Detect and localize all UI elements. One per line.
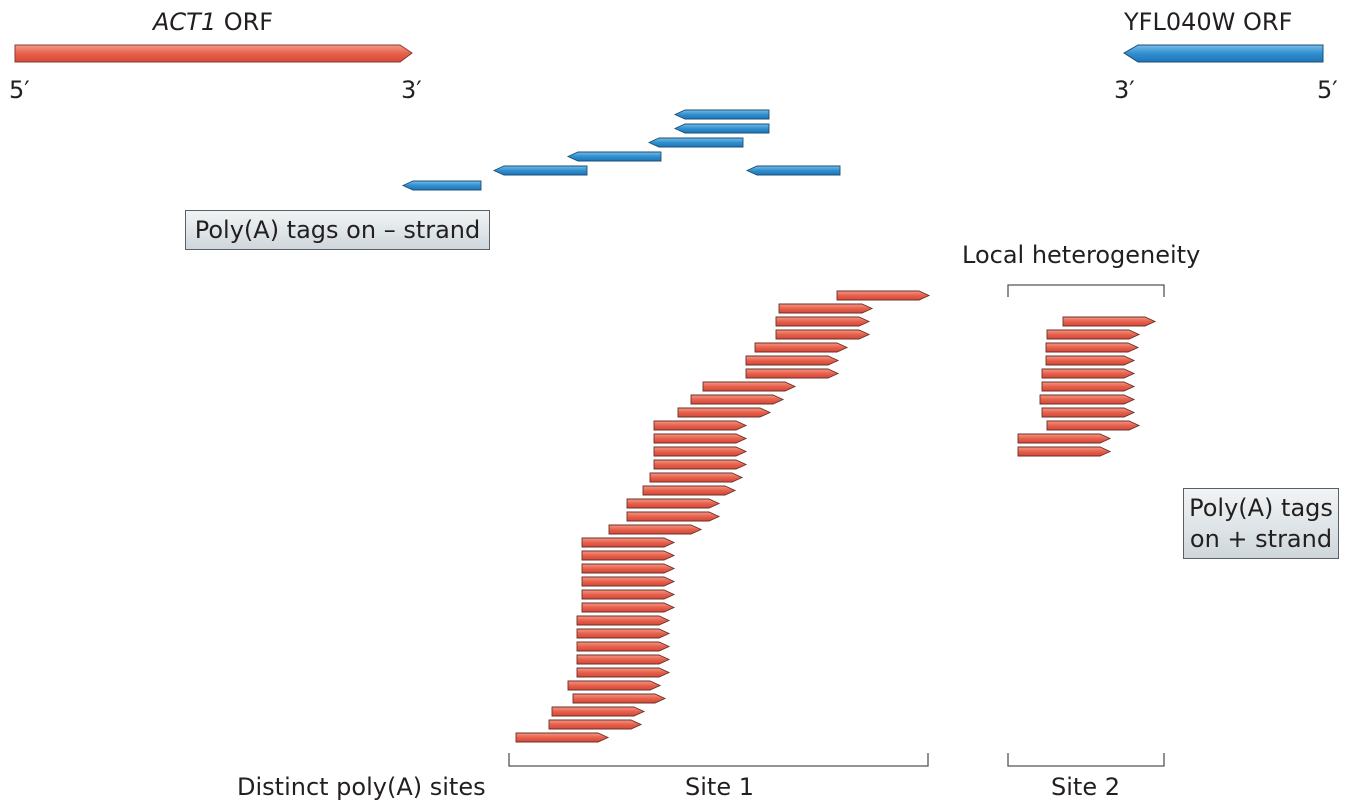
act1-three-prime-label: 3′ <box>401 76 422 104</box>
local-heterogeneity-bracket <box>1007 284 1165 297</box>
plus-strand-tag-1 <box>836 290 931 301</box>
minus-strand-tag-5 <box>492 165 588 176</box>
yfl040w-three-prime-label: 3′ <box>1114 76 1135 104</box>
minus-strand-tags <box>401 109 841 191</box>
plus-strand-tag-26 <box>576 615 671 626</box>
yfl040w-orf-arrow <box>1123 44 1324 63</box>
plus-strand-tag-24 <box>581 589 676 600</box>
plus-strand-tag-45 <box>1017 433 1112 444</box>
plus-strand-tag-9 <box>690 394 785 405</box>
act1-gene-name: ACT1 <box>153 8 217 36</box>
plus-strand-tag-16 <box>642 485 737 496</box>
act1-orf-label: ACT1 ORF <box>153 8 273 36</box>
plus-strand-tag-40 <box>1041 368 1136 379</box>
plus-strand-tag-19 <box>608 524 703 535</box>
plus-strand-tag-38 <box>1045 342 1140 353</box>
minus-strand-tag-6 <box>745 165 841 176</box>
minus-strand-tag-2 <box>673 123 770 134</box>
plus-strand-tag-25 <box>581 602 676 613</box>
plus-strand-tag-4 <box>775 329 871 340</box>
yfl040w-orf-label: YFL040W ORF <box>1124 8 1293 36</box>
plus-strand-tag-37 <box>1046 329 1141 340</box>
plus-strand-tag-35 <box>515 732 610 743</box>
distinct-sites-label: Distinct poly(A) sites <box>237 773 486 801</box>
plus-strand-tag-36 <box>1062 316 1157 327</box>
plus-strand-tag-2 <box>778 303 874 314</box>
act1-orf-arrow <box>14 44 413 63</box>
yfl040w-five-prime-label: 5′ <box>1317 76 1338 104</box>
site1-bracket <box>508 753 929 767</box>
minus-strand-tag-1 <box>673 109 770 120</box>
plus-strand-tag-12 <box>653 433 748 444</box>
plus-strand-tag-7 <box>745 368 840 379</box>
plus-strand-tag-30 <box>576 667 671 678</box>
minus-strand-tag-4 <box>566 151 662 162</box>
site1-label: Site 1 <box>685 773 754 801</box>
plus-strand-tag-33 <box>551 706 646 717</box>
minus-strand-tag-7 <box>401 180 482 191</box>
plus-strand-tag-21 <box>581 550 676 561</box>
plus-strand-tag-27 <box>576 628 671 639</box>
plus-strand-tag-46 <box>1017 446 1112 457</box>
plus-strand-tag-13 <box>653 446 748 457</box>
plus-strand-tag-42 <box>1039 394 1136 405</box>
plus-strand-tag-22 <box>581 563 676 574</box>
plus-strand-tag-43 <box>1041 407 1136 418</box>
plus-strand-tag-23 <box>581 576 676 587</box>
plus-strand-tag-44 <box>1046 420 1141 431</box>
plus-strand-tag-18 <box>626 511 721 522</box>
plus-strand-tag-28 <box>576 641 671 652</box>
plus-strand-tag-39 <box>1045 355 1136 366</box>
plus-strand-tag-17 <box>626 498 721 509</box>
plus-strand-box: Poly(A) tags on + strand <box>1183 488 1339 559</box>
minus-strand-box-label: Poly(A) tags on – strand <box>194 216 481 244</box>
plus-strand-tag-32 <box>572 693 667 704</box>
site2-bracket <box>1007 753 1165 767</box>
plus-strand-tag-14 <box>653 459 748 470</box>
plus-strand-tag-20 <box>581 537 676 548</box>
site2-label: Site 2 <box>1051 773 1120 801</box>
plus-strand-tag-41 <box>1041 381 1136 392</box>
plus-strand-tag-6 <box>745 355 840 366</box>
minus-strand-box: Poly(A) tags on – strand <box>185 210 490 250</box>
plus-strand-box-line2: on + strand <box>1189 525 1333 553</box>
plus-strand-tag-34 <box>548 719 643 730</box>
plus-strand-tag-8 <box>702 381 797 392</box>
local-heterogeneity-label: Local heterogeneity <box>962 241 1201 269</box>
plus-strand-tag-15 <box>649 472 744 483</box>
plus-strand-tag-5 <box>754 342 849 353</box>
act1-five-prime-label: 5′ <box>9 76 30 104</box>
minus-strand-tag-3 <box>647 137 744 148</box>
act1-orf-suffix: ORF <box>216 8 274 36</box>
plus-strand-tag-31 <box>567 680 662 691</box>
plus-strand-box-line1: Poly(A) tags <box>1189 494 1333 522</box>
plus-strand-tag-11 <box>653 420 748 431</box>
plus-strand-tag-29 <box>576 654 671 665</box>
plus-strand-tags <box>515 290 1157 743</box>
plus-strand-tag-10 <box>677 407 772 418</box>
plus-strand-tag-3 <box>775 316 871 327</box>
